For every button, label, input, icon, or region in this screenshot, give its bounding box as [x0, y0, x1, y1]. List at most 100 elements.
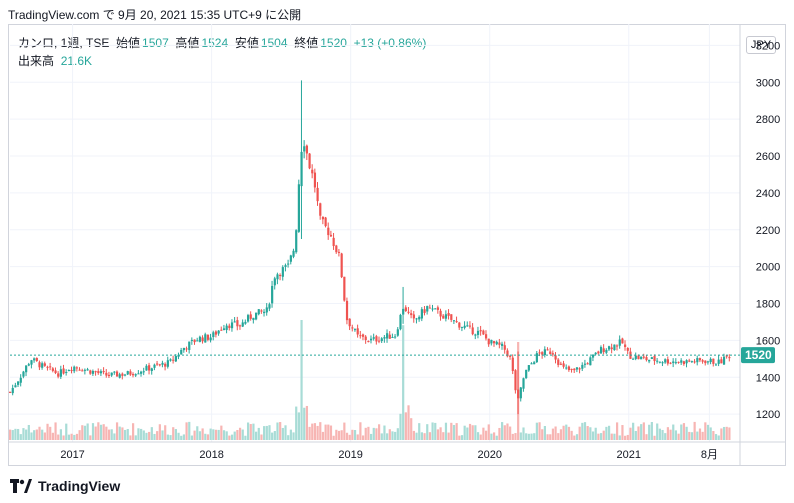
- candle-body: [672, 361, 675, 364]
- volume-bar: [506, 423, 509, 440]
- candle-body: [158, 364, 161, 366]
- volume-bar: [91, 423, 95, 440]
- candle-body: [682, 361, 686, 365]
- volume-bar: [581, 422, 584, 440]
- volume-bar: [629, 427, 632, 440]
- volume-bar: [706, 424, 710, 440]
- candle-body: [99, 371, 103, 374]
- candle-body: [650, 357, 653, 359]
- candle-body: [107, 374, 111, 377]
- candle-body: [321, 216, 325, 220]
- candle-body: [597, 351, 600, 354]
- volume-bar: [410, 418, 413, 440]
- volume-bar: [319, 422, 322, 440]
- volume-bar: [583, 422, 587, 440]
- volume-bar: [522, 427, 525, 440]
- candle-body: [102, 371, 105, 373]
- candle-body: [519, 387, 522, 399]
- candle-body: [535, 353, 538, 363]
- y-tick-label: 1200: [756, 409, 780, 421]
- volume-bar: [321, 431, 325, 440]
- volume-bar: [340, 430, 343, 440]
- candle-body: [193, 339, 196, 343]
- volume-bar: [586, 426, 589, 440]
- candle-body: [271, 285, 274, 304]
- volume-bar: [468, 423, 472, 440]
- volume-bar: [452, 425, 456, 440]
- candle-body: [14, 385, 17, 388]
- volume-bar: [78, 430, 81, 440]
- volume-bar: [549, 434, 552, 440]
- volume-bar: [589, 427, 592, 440]
- symbol-label[interactable]: カンロ, 1週, TSE: [18, 36, 110, 50]
- volume-bar: [367, 426, 370, 440]
- volume-bar: [281, 427, 284, 440]
- volume-bar: [394, 431, 397, 440]
- candle-body: [83, 369, 87, 371]
- candle-body: [444, 314, 448, 319]
- volume-bar: [140, 428, 143, 440]
- candle-body: [490, 339, 493, 344]
- volume-bar: [728, 427, 731, 440]
- candle-body: [185, 348, 188, 350]
- volume-bar: [145, 432, 148, 440]
- candle-body: [482, 330, 485, 335]
- candle-body: [54, 370, 57, 374]
- candle-body: [289, 255, 292, 262]
- volume-bar: [70, 433, 73, 440]
- candle-body: [281, 267, 284, 277]
- volume-bar: [166, 434, 169, 440]
- candle-body: [666, 359, 670, 364]
- volume-bar: [241, 429, 244, 440]
- candle-body: [530, 363, 533, 365]
- candle-body: [632, 358, 635, 360]
- volume-bar: [682, 423, 686, 440]
- candle-body: [353, 329, 357, 331]
- candle-body: [43, 363, 46, 366]
- candle-body: [506, 350, 509, 357]
- candle-body: [343, 276, 346, 301]
- candle-body: [19, 377, 22, 383]
- candle-body: [706, 361, 710, 363]
- volume-bar: [565, 424, 568, 440]
- candle-body: [578, 368, 581, 370]
- volume-bar: [105, 426, 108, 440]
- candle-body: [198, 336, 202, 342]
- high-label: 高値: [175, 36, 200, 50]
- volume-bar: [704, 422, 707, 440]
- volume-bar: [115, 422, 119, 440]
- volume-bar: [511, 433, 514, 440]
- candle-body: [89, 370, 92, 374]
- currency-button[interactable]: JPY: [746, 36, 776, 54]
- candle-body: [442, 315, 445, 319]
- volume-bar: [383, 425, 386, 440]
- volume-bar: [49, 426, 52, 440]
- candle-body: [559, 363, 563, 365]
- candle-body: [244, 321, 247, 324]
- candle-body: [327, 227, 330, 236]
- volume-bar: [230, 434, 234, 440]
- candle-body: [720, 359, 723, 364]
- candle-body: [428, 307, 432, 309]
- candle-body: [57, 373, 60, 377]
- candle-body: [583, 363, 587, 365]
- volume-bar: [212, 429, 215, 440]
- candle-body: [645, 357, 648, 361]
- candle-body: [11, 387, 14, 394]
- candle-body: [123, 374, 127, 376]
- volume-bar: [557, 433, 560, 440]
- high-value: 1524: [201, 36, 229, 50]
- x-axis-labels: 2017 2018 2019 2020 2021 8月: [60, 449, 718, 461]
- volume-bar: [527, 433, 530, 440]
- volume-bar: [164, 425, 167, 440]
- y-tick-label: 1600: [756, 335, 780, 347]
- candle-body: [607, 346, 611, 350]
- volume-bar: [666, 427, 670, 440]
- volume-bar: [35, 429, 38, 440]
- volume-bar: [567, 426, 571, 440]
- candle-body: [543, 349, 546, 356]
- candle-body: [180, 350, 183, 355]
- candle-body: [214, 331, 218, 335]
- candle-body: [661, 362, 664, 364]
